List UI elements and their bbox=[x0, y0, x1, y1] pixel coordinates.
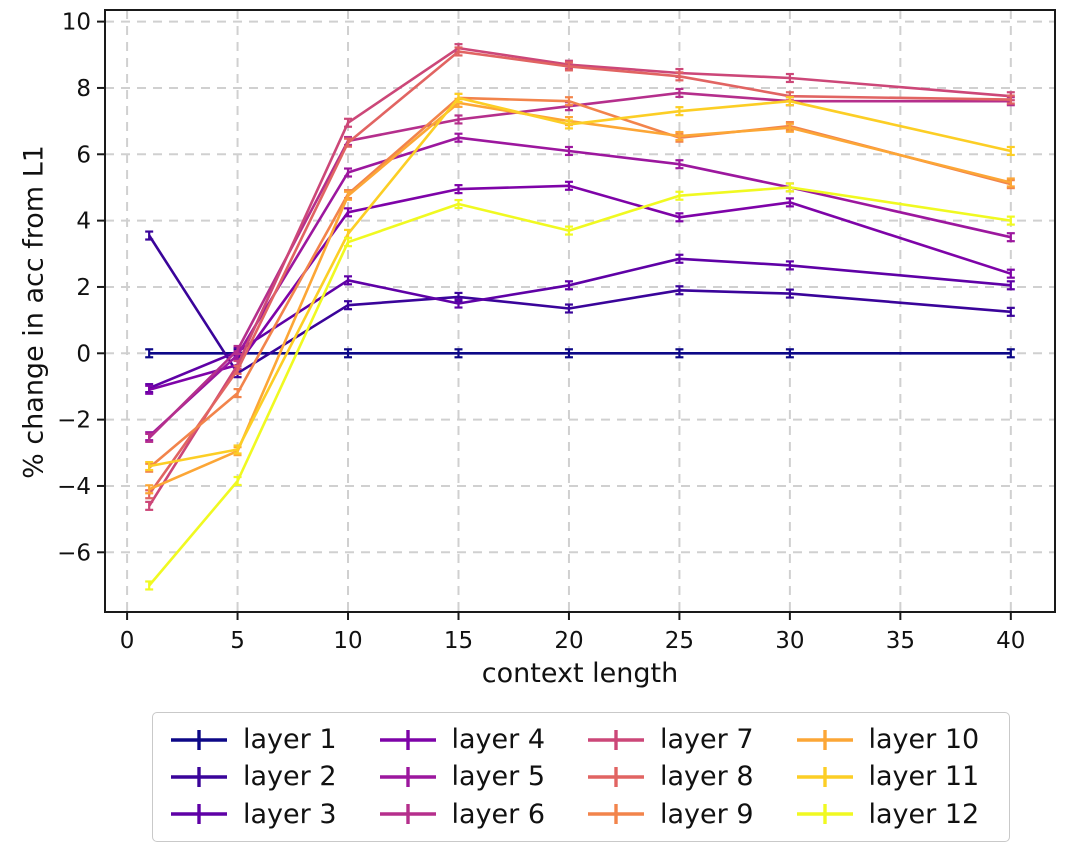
legend-label: layer 12 bbox=[868, 798, 980, 830]
legend-marker bbox=[796, 766, 853, 787]
legend-item-layer-11: layer 11 bbox=[795, 761, 994, 792]
series-line-layer-6 bbox=[148, 91, 1011, 439]
legend-item-layer-5: layer 5 bbox=[378, 761, 577, 792]
legend-label: layer 10 bbox=[868, 724, 980, 756]
series-line-layer-10 bbox=[148, 101, 1012, 491]
x-tick-label: 40 bbox=[996, 628, 1025, 654]
legend-label: layer 7 bbox=[660, 724, 754, 756]
legend-marker bbox=[588, 804, 644, 825]
x-tick-label: 5 bbox=[230, 628, 245, 654]
legend-item-layer-7: layer 7 bbox=[586, 724, 785, 755]
x-tick-label: 25 bbox=[665, 628, 694, 654]
y-tick-label: 6 bbox=[76, 142, 91, 168]
x-tick-label: 10 bbox=[333, 628, 362, 654]
x-axis-label: context length bbox=[481, 658, 679, 689]
legend-marker bbox=[379, 804, 436, 825]
legend-item-layer-3: layer 3 bbox=[169, 799, 368, 830]
legend-label: layer 5 bbox=[451, 761, 546, 793]
legend-marker bbox=[588, 729, 644, 750]
legend-item-layer-12: layer 12 bbox=[795, 799, 994, 830]
y-tick-label: 4 bbox=[76, 209, 91, 235]
series-line-layer-8 bbox=[148, 50, 1011, 496]
legend-item-layer-1: layer 1 bbox=[169, 724, 368, 755]
legend-label: layer 11 bbox=[868, 761, 980, 793]
legend-label: layer 3 bbox=[243, 798, 337, 830]
y-tick-label: 8 bbox=[76, 76, 91, 102]
series-line-layer-11 bbox=[148, 96, 1012, 468]
plot-border bbox=[104, 9, 1056, 613]
y-tick-label: −4 bbox=[57, 474, 91, 500]
series-line-layer-7 bbox=[148, 46, 1011, 507]
series-line-layer-4 bbox=[148, 184, 1012, 392]
legend-item-layer-6: layer 6 bbox=[378, 799, 577, 830]
legend: layer 1 layer 2 layer 3 layer 4 layer 5 layer… bbox=[152, 712, 1010, 842]
legend-marker bbox=[379, 766, 436, 787]
chart-canvas: 0 5 10 15 20 25 30 35 40 −6 −4 −2 0 2 4 6 8 10 bbox=[57, 9, 1056, 654]
legend-marker bbox=[171, 766, 227, 787]
x-tick-label: 30 bbox=[775, 628, 804, 654]
legend-item-layer-2: layer 2 bbox=[169, 761, 368, 792]
legend-label: layer 4 bbox=[451, 724, 546, 756]
legend-marker bbox=[796, 804, 853, 825]
legend-label: layer 6 bbox=[451, 798, 546, 830]
legend-marker bbox=[588, 766, 644, 787]
y-axis-label: % change in acc from L1 bbox=[18, 145, 50, 479]
legend-marker bbox=[171, 729, 227, 750]
legend-item-layer-8: layer 8 bbox=[586, 761, 785, 792]
legend-label: layer 1 bbox=[243, 724, 337, 756]
legend-item-layer-10: layer 10 bbox=[795, 724, 994, 755]
y-tick-label: 0 bbox=[76, 341, 91, 367]
x-tick-label: 20 bbox=[554, 628, 583, 654]
legend-label: layer 8 bbox=[660, 761, 754, 793]
y-tick-label: −2 bbox=[57, 408, 91, 434]
y-tick-label: −6 bbox=[57, 540, 91, 566]
y-tick-label: 2 bbox=[76, 275, 91, 301]
series-line-layer-12 bbox=[148, 186, 1011, 587]
y-tick-label: 10 bbox=[62, 10, 91, 36]
legend-item-layer-4: layer 4 bbox=[378, 724, 577, 755]
legend-marker bbox=[796, 729, 853, 750]
legend-marker bbox=[171, 804, 227, 825]
legend-item-layer-9: layer 9 bbox=[586, 799, 785, 830]
x-tick-label: 15 bbox=[444, 628, 473, 654]
legend-label: layer 9 bbox=[660, 798, 754, 830]
x-tick-label: 0 bbox=[120, 628, 135, 654]
x-tick-label: 35 bbox=[886, 628, 915, 654]
legend-label: layer 2 bbox=[243, 761, 337, 793]
legend-marker bbox=[379, 729, 436, 750]
